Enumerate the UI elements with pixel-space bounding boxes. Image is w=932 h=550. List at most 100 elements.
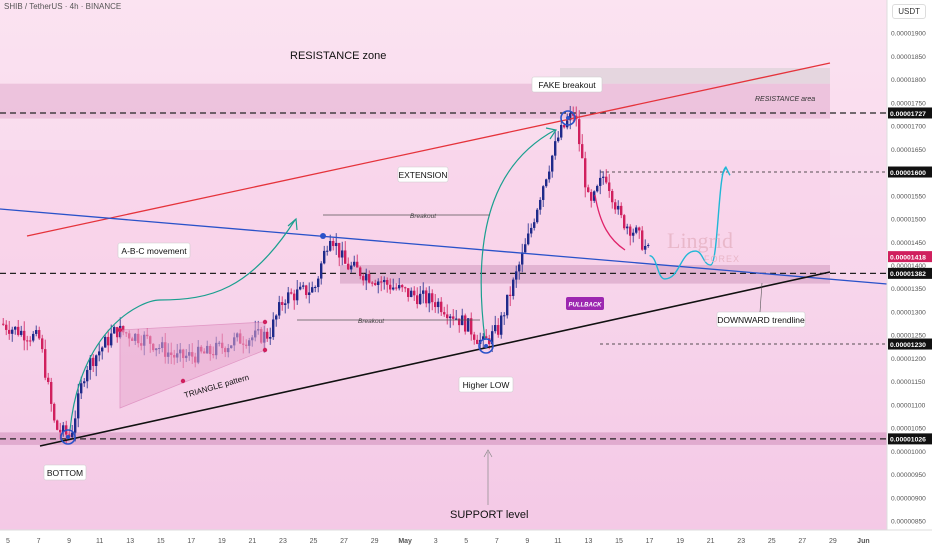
x-tick-label: 21 [707,538,715,545]
support-trendline [39,271,831,447]
candle-body [371,282,374,284]
annotation-abc-movement-group: A-B-C movement [117,242,191,259]
candle-body [578,119,581,145]
abc-arrowhead [287,217,298,231]
annotation-pullback: PULLBACK [569,303,603,309]
annotation-breakout-upper: Breakout [410,213,437,220]
candle-body [62,425,65,433]
candle-body [341,250,344,258]
y-tick-label: 0.00001350 [891,286,926,293]
candle-body [344,250,347,264]
candle-body [5,324,8,330]
candle-body [416,295,419,305]
annotation-extension-box [397,166,449,183]
candle-body [116,327,119,338]
time-axis-background [0,530,932,550]
candle-body [398,285,401,289]
candle-body [392,287,395,290]
candle-body [434,302,437,308]
candle-body [362,275,365,281]
x-tick-label: 19 [218,538,226,545]
pivot-dot [566,116,570,120]
price-label-box [888,338,932,350]
candle-body [26,340,29,342]
candle-body [308,292,311,296]
x-tick-label: 29 [371,538,379,545]
x-tick-label: 11 [96,538,103,545]
candle-body [431,293,434,303]
candle-body [587,187,590,193]
x-tick-label: 15 [157,538,165,545]
y-tick-label: 0.00001400 [891,263,926,270]
candle-body [632,232,635,236]
candle-body [383,279,386,283]
annotation-extension: EXTENSION [398,170,447,180]
candle-body [473,334,476,340]
pivot-marker [560,110,576,126]
y-tick-label: 0.00001700 [891,124,926,131]
candle-body [410,290,413,297]
candle-body [2,323,5,325]
candle-body [401,285,404,288]
currency-selector[interactable]: USDT [892,4,926,19]
candle-body [620,205,623,216]
candle-body [380,281,383,283]
y-tick-label: 0.00001250 [891,333,926,340]
retest-zone [340,265,830,284]
candle-body [611,190,614,203]
candle-body [41,338,44,350]
candle-body [110,333,113,346]
candle-body [428,293,431,304]
annotation-abc-movement-box [117,242,191,259]
candle-body [536,209,539,223]
x-tick-label: 5 [6,538,10,545]
price-label-box [888,251,932,263]
candle-body [347,263,350,270]
resistance-area-box [560,68,830,84]
y-tick-label: 0.00001900 [891,31,926,38]
y-tick-label: 0.00001100 [891,402,926,409]
x-tick-label: May [398,538,412,545]
y-tick-label: 0.00001850 [891,54,926,61]
candle-body [446,314,449,319]
x-tick-label: 9 [67,538,71,545]
x-tick-label: 27 [340,538,348,545]
x-tick-label: 7 [495,538,499,545]
candle-body [74,418,77,433]
candle-body [530,227,533,234]
x-tick-label: Jun [857,538,869,545]
candle-body [320,263,323,279]
candle-body [476,339,479,344]
y-tick-label: 0.00000950 [891,472,926,479]
annotation-abc-movement: A-B-C movement [121,246,187,256]
annotation-higher-low: Higher LOW [463,380,510,390]
candle-body [92,357,95,367]
pivot-marker [478,338,494,354]
candle-body [284,303,287,305]
candle-body [500,315,503,335]
pair-title: SHIB / TetherUS · 4h · BINANCE [4,2,122,11]
candle-body [644,245,647,250]
candle-body [23,330,26,341]
candle-body [488,338,491,345]
candle-body [539,199,542,210]
candle-body [335,242,338,247]
candle-body [332,241,335,247]
triangle-point [262,319,268,325]
candle-body [29,340,32,342]
candle-body [395,287,398,289]
candle-body [506,294,509,316]
candle-body [443,312,446,315]
candle-body [275,315,278,320]
candle-body [296,289,299,301]
candle-body [590,192,593,201]
candle-body [113,327,116,334]
candle-body [617,205,620,210]
candle-body [272,319,275,338]
candle-body [8,329,11,334]
candle-body [545,179,548,187]
candle-body [17,326,20,335]
annotation-extension-group: EXTENSION [397,166,449,183]
annotation-breakout-lower: Breakout [358,318,385,325]
